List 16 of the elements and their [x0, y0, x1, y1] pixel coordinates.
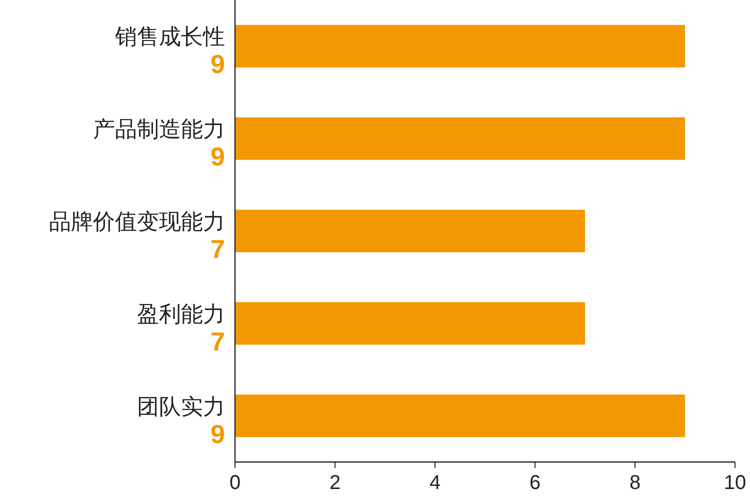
- data-label: 9: [210, 142, 225, 172]
- y-tick-label: 产品制造能力: [93, 116, 225, 142]
- x-tick-label: 2: [329, 472, 341, 494]
- y-tick-label: 销售成长性: [114, 24, 225, 50]
- y-tick-label: 品牌价值变现能力: [49, 209, 225, 234]
- y-tick-label: 团队实力: [137, 394, 225, 419]
- data-label: 9: [210, 49, 225, 80]
- x-tick-label: 0: [229, 472, 241, 494]
- data-label: 9: [210, 418, 225, 449]
- data-label: 7: [210, 326, 225, 356]
- y-tick-label: 盈利能力: [137, 301, 225, 326]
- x-tick-label: 6: [529, 472, 541, 494]
- x-tick-label: 10: [724, 472, 746, 494]
- x-tick-label: 8: [629, 472, 641, 494]
- data-label: 7: [210, 234, 225, 264]
- x-tick-label: 4: [429, 472, 441, 494]
